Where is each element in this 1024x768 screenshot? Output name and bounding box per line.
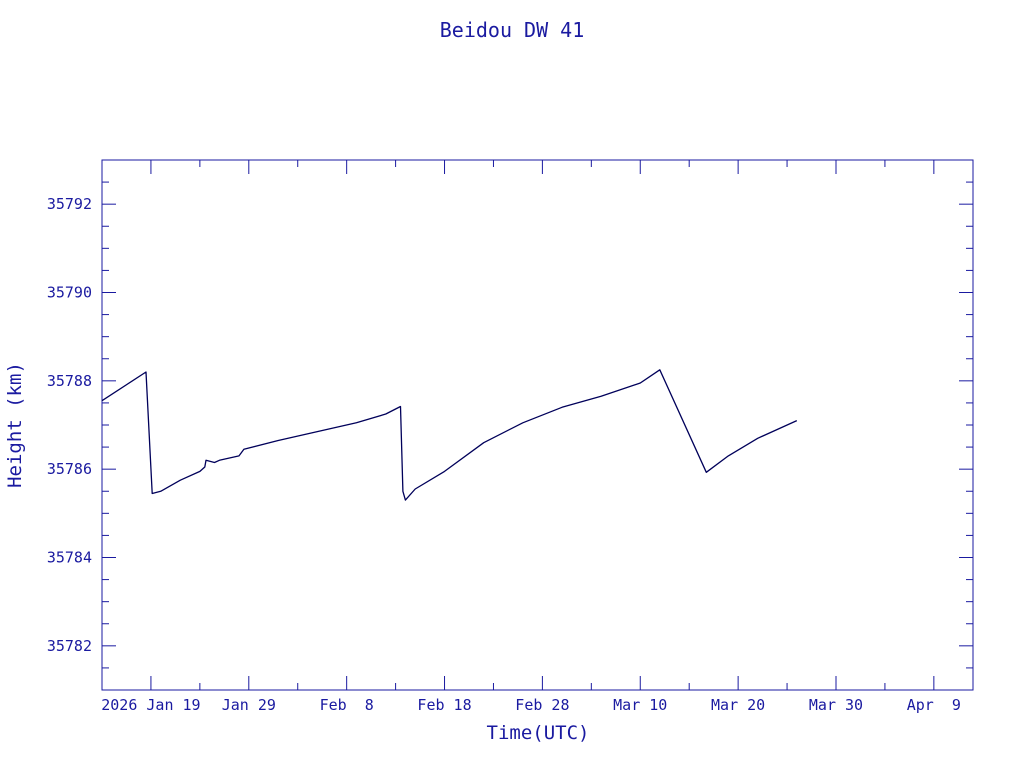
y-tick-label: 35786 bbox=[47, 460, 92, 478]
y-tick-label: 35790 bbox=[47, 284, 92, 302]
x-axis-label: Time(UTC) bbox=[487, 722, 590, 744]
y-tick-label: 35784 bbox=[47, 549, 92, 567]
chart-title: Beidou DW 41 bbox=[440, 18, 585, 42]
axis-ticks bbox=[102, 160, 973, 690]
x-tick-label: Feb 28 bbox=[515, 696, 569, 714]
y-tick-label: 35782 bbox=[47, 637, 92, 655]
x-tick-label: Mar 10 bbox=[613, 696, 667, 714]
x-tick-label: Feb 18 bbox=[417, 696, 471, 714]
plot-frame bbox=[101, 159, 974, 691]
x-tick-label: Apr 9 bbox=[907, 696, 961, 714]
tick-labels: 2026 Jan 19 Jan 29 Feb 8 Feb 18 Feb 28 Mar 10… bbox=[47, 195, 961, 714]
y-axis-label: Height (km) bbox=[4, 362, 26, 488]
y-tick-label: 35788 bbox=[47, 372, 92, 390]
x-tick-label: Feb 8 bbox=[320, 696, 374, 714]
x-tick-label: Jan 29 bbox=[222, 696, 276, 714]
x-tick-label: 2026 Jan 19 bbox=[101, 696, 200, 714]
series-line bbox=[101, 369, 798, 501]
x-tick-label: Mar 30 bbox=[809, 696, 863, 714]
x-tick-label: Mar 20 bbox=[711, 696, 765, 714]
y-tick-label: 35792 bbox=[47, 195, 92, 213]
